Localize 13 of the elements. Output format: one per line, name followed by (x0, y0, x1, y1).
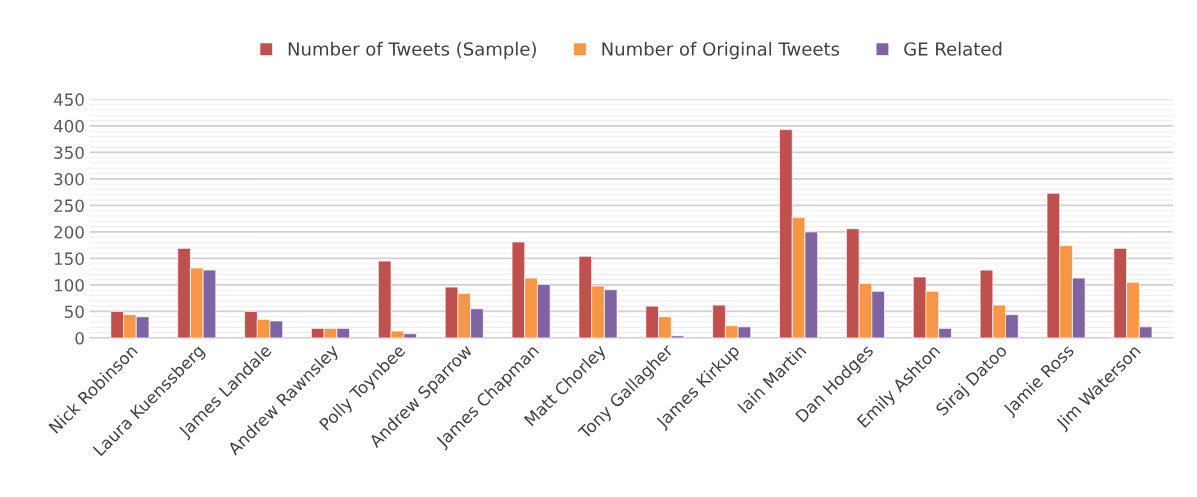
y-tick-label: 450 (53, 93, 84, 106)
legend-label: Number of Original Tweets (602, 41, 840, 60)
y-tick-label: 350 (54, 146, 84, 159)
y-tick-label: 100 (54, 278, 84, 292)
y-tick-label: 300 (54, 172, 84, 186)
legend-label: GE Related (904, 41, 1002, 56)
y-tick-label: 0 (75, 331, 84, 345)
y-tick-label: 150 (54, 252, 84, 266)
y-tick-label: 400 (53, 119, 84, 133)
y-tick-label: 250 (54, 199, 84, 212)
y-tick-label: 50 (64, 305, 84, 319)
legend-label: Number of Tweets (Sample) (288, 41, 536, 60)
y-tick-label: 200 (54, 225, 84, 239)
